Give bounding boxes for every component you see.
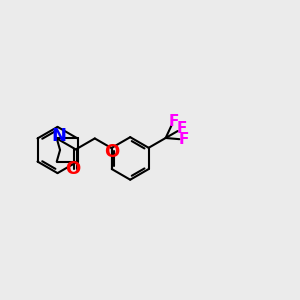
Text: O: O xyxy=(104,143,119,161)
Text: O: O xyxy=(65,160,81,178)
Text: F: F xyxy=(168,114,178,129)
Text: F: F xyxy=(176,122,187,136)
Text: F: F xyxy=(178,132,189,147)
Text: N: N xyxy=(51,127,66,145)
